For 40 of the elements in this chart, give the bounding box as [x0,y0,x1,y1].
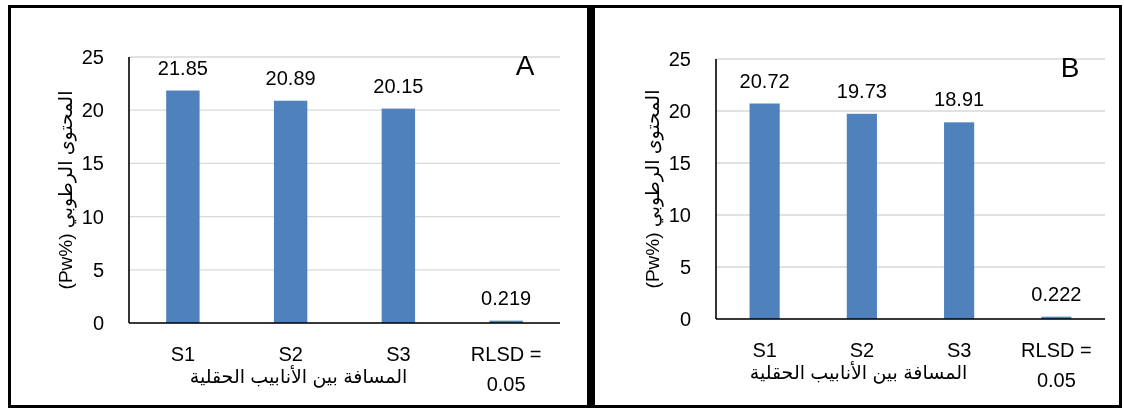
y-axis-title: (Pw%) المحتوى الرطوبي [641,89,664,289]
y-tick-label: 20 [668,100,691,122]
y-tick-label: 0 [92,312,104,334]
y-tick-label: 10 [668,204,691,226]
y-tick-label: 15 [81,152,104,175]
bar [273,100,308,323]
data-label: 19.73 [836,79,887,102]
y-tick-label: 10 [81,205,104,228]
bar [749,103,780,319]
x-axis-title: المسافة بين الأنابيب الحقلية [189,365,408,388]
bar [166,90,200,323]
data-label: 0.219 [481,286,532,309]
data-label: 21.85 [157,56,208,79]
y-tick-label: 5 [92,258,104,281]
y-tick-label: 25 [668,48,691,70]
annotation: B [1060,52,1080,83]
bar [846,113,877,319]
data-label: 20.15 [373,74,424,97]
data-label: 20.72 [739,69,790,92]
data-label: 0.222 [1031,282,1082,305]
data-label: 18.91 [934,88,985,111]
x-tick-label: S3 [946,339,972,361]
x-tick-label: S2 [849,339,875,361]
y-tick-label: 0 [679,308,691,330]
x-tick-label: RLSD = 0.05 [470,343,542,395]
y-axis-title: (Pw%) المحتوى الرطوبي [54,90,77,290]
data-label: 20.89 [265,66,316,89]
y-tick-label: 20 [81,99,104,122]
x-axis-title: المسافة بين الأنابيب الحقلية [749,361,968,384]
y-tick-label: 25 [81,46,104,68]
annotation: A [515,50,535,81]
x-tick-label: S2 [278,343,303,365]
x-tick-label: S3 [386,343,411,365]
x-tick-label: S1 [170,343,196,365]
y-tick-label: 15 [668,152,691,174]
x-tick-label: S1 [752,339,777,361]
x-tick-label: RLSD = 0.05 [1021,339,1092,391]
bar [381,108,416,323]
bar [944,122,975,319]
y-tick-label: 5 [679,256,691,278]
